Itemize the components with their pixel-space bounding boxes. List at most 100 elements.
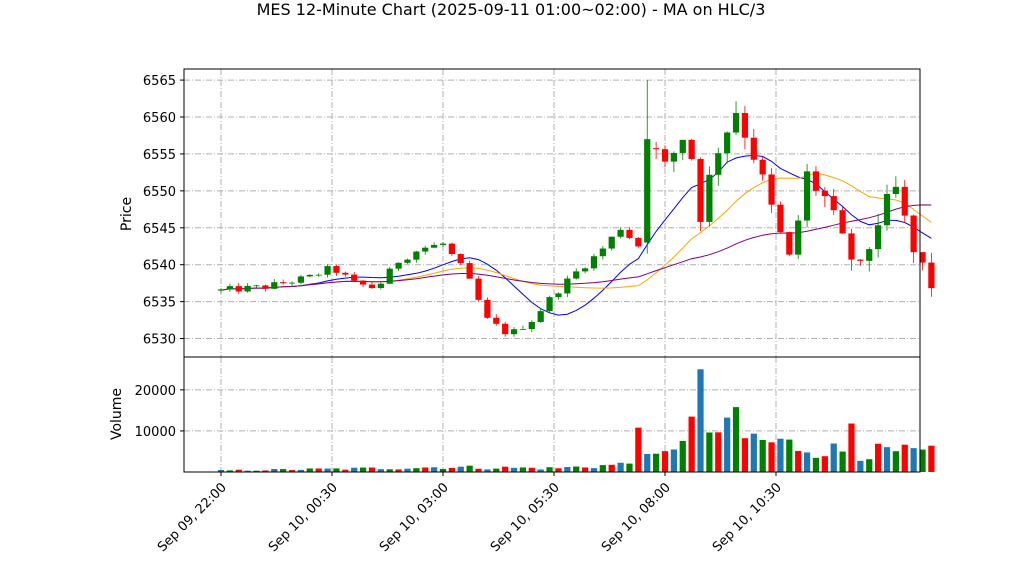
candle-body xyxy=(271,282,278,289)
volume-bar xyxy=(892,451,899,472)
candle-body xyxy=(857,259,864,261)
volume-bar xyxy=(280,469,287,472)
candle-body xyxy=(901,186,908,216)
volume-bar xyxy=(262,470,269,472)
time-tick-label: Sep 10, 03:00 xyxy=(377,480,452,555)
volume-bar xyxy=(812,457,820,472)
volume-bar xyxy=(271,469,278,472)
candle-body xyxy=(484,299,491,318)
volume-bar xyxy=(386,469,393,472)
candle-body xyxy=(422,247,429,252)
candle-body xyxy=(670,152,677,162)
price-tick-label: 6550 xyxy=(143,185,176,200)
candle-body xyxy=(679,139,686,153)
volume-bar xyxy=(359,467,367,472)
candle-body xyxy=(883,194,891,226)
candle-body xyxy=(848,233,855,260)
volume-bar xyxy=(661,451,669,472)
volume-bar xyxy=(537,469,544,472)
candle-body xyxy=(510,329,518,335)
volume-bar xyxy=(821,456,828,472)
candle-body xyxy=(608,236,615,249)
time-tick-label: Sep 10, 10:30 xyxy=(710,480,785,555)
candle-body xyxy=(830,196,837,211)
candle-body xyxy=(342,272,349,275)
candle-body xyxy=(590,256,598,269)
candle-body xyxy=(502,323,509,335)
candle-body xyxy=(395,262,402,269)
volume-bar xyxy=(919,449,926,472)
candle-body xyxy=(581,268,589,272)
volume-bar xyxy=(395,469,402,472)
volume-panel-frame xyxy=(183,356,921,473)
volume-bar xyxy=(635,427,642,472)
volume-bar xyxy=(848,423,855,472)
candle-body xyxy=(768,174,775,205)
candle-body xyxy=(892,186,899,195)
volume-bar xyxy=(786,439,793,472)
candle-body xyxy=(910,215,917,253)
candle-body xyxy=(573,271,580,279)
candle-body xyxy=(803,171,811,221)
candle-body xyxy=(777,204,784,233)
candle-body xyxy=(333,266,340,273)
moving-average-layer xyxy=(220,154,932,316)
volume-tick-label: 20000 xyxy=(135,384,176,399)
price-tick-label: 6530 xyxy=(143,333,176,348)
candle-body xyxy=(821,190,828,197)
candle-body xyxy=(546,297,553,312)
volume-bar xyxy=(670,449,677,472)
volume-bar xyxy=(519,467,527,472)
volume-bar xyxy=(795,450,802,472)
volume-bar xyxy=(590,468,598,472)
candle-body xyxy=(706,174,713,222)
candle-body xyxy=(235,286,242,292)
volume-bar xyxy=(457,466,464,472)
volume-bar xyxy=(777,438,784,472)
volume-bar xyxy=(715,432,722,472)
volume-bar xyxy=(528,467,535,472)
time-tick-label: Sep 10, 08:00 xyxy=(599,480,674,555)
candle-body xyxy=(244,285,251,292)
candle-body xyxy=(359,280,367,285)
volume-bar xyxy=(599,465,606,472)
candle-layer xyxy=(217,80,935,337)
volume-bar xyxy=(475,468,482,472)
volume-bar xyxy=(324,468,331,472)
volume-bar xyxy=(688,416,695,472)
candle-body xyxy=(715,153,722,175)
candle-body xyxy=(404,259,411,263)
chart-title: MES 12-Minute Chart (2025-09-11 01:00~02… xyxy=(256,0,766,19)
volume-bar xyxy=(413,468,420,472)
candle-body xyxy=(564,278,571,294)
volume-bar xyxy=(466,465,473,472)
volume-bar xyxy=(866,459,873,472)
volume-bar xyxy=(857,460,864,472)
volume-bar xyxy=(653,453,660,472)
candle-body xyxy=(519,329,527,330)
candle-body xyxy=(324,266,331,275)
candle-body xyxy=(386,268,393,284)
candle-body xyxy=(306,274,313,277)
candle-body xyxy=(839,210,846,234)
candle-body xyxy=(448,243,455,255)
volume-bar xyxy=(306,468,313,472)
candle-body xyxy=(280,282,287,284)
volume-bar xyxy=(342,469,349,472)
moving-average-long xyxy=(220,204,932,291)
volume-bar xyxy=(288,470,296,472)
volume-bar xyxy=(644,453,651,472)
time-tick-label: Sep 10, 00:30 xyxy=(266,480,341,555)
volume-bar xyxy=(839,451,846,472)
volume-bar xyxy=(244,470,251,472)
axis-layer: 6530 6535 6540 6545 6550 6555 6560 6565 10000 200… xyxy=(135,74,785,555)
candle-body xyxy=(555,293,562,298)
volume-bar xyxy=(910,448,917,472)
volume-bar xyxy=(217,469,225,472)
volume-bar xyxy=(546,467,553,472)
volume-bar xyxy=(901,444,908,472)
volume-bar xyxy=(706,432,713,472)
candle-body xyxy=(644,139,651,243)
volume-bar xyxy=(617,462,624,472)
price-tick-label: 6560 xyxy=(143,111,176,126)
